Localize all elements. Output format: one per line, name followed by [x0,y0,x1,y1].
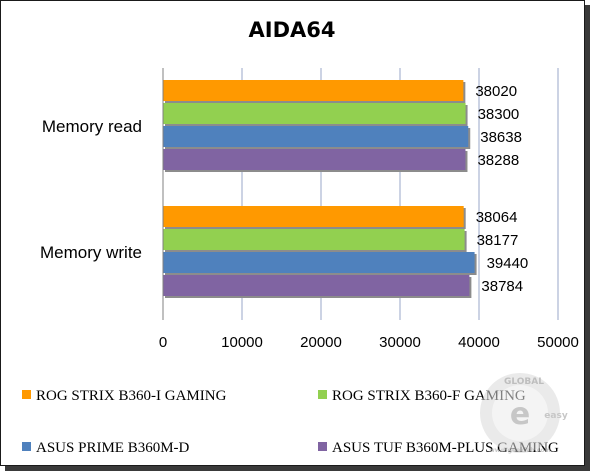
bar [163,275,470,296]
chart-title: AIDA64 [249,18,336,42]
category-label-memory-write: Memory write [40,243,142,262]
data-label: 38288 [477,152,519,169]
x-tick-label: 10000 [221,334,263,351]
legend-label: ROG STRIX B360-F GAMING [332,388,526,404]
legend-swatch [318,442,327,451]
legend: ROG STRIX B360-I GAMING ROG STRIX B360-F … [22,388,559,456]
legend-swatch [22,442,31,451]
bar [163,126,469,147]
bar [163,206,464,227]
x-tick-label: 40000 [458,334,500,351]
category-label-memory-read: Memory read [42,117,142,136]
legend-label: ASUS PRIME B360M-D [36,440,190,456]
data-label: 39440 [487,255,529,272]
bar [163,229,465,250]
data-label: 38064 [476,209,518,226]
bar [163,103,466,124]
legend-label: ROG STRIX B360-I GAMING [36,388,227,404]
x-tick-label: 20000 [300,334,342,351]
watermark-text-top: GLOBAL [504,377,544,387]
legend-swatch [22,390,31,399]
bars [163,80,477,298]
data-label: 38638 [480,129,522,146]
x-tick-labels: 0 10000 20000 30000 40000 50000 [159,334,579,351]
data-label: 38177 [477,232,519,249]
data-label: 38784 [481,278,523,295]
legend-swatch [318,390,327,399]
bar [163,252,475,273]
watermark-logo-glyph: e [510,397,530,432]
x-tick-label: 50000 [537,334,579,351]
bar [163,149,466,170]
x-tick-label: 30000 [379,334,421,351]
watermark-logo: GLOBAL e www.geeklab.com easy [480,373,568,454]
x-tick-label: 0 [159,334,167,351]
value-labels: 38020 38300 38638 38288 38064 38177 39440 38784 [475,83,528,295]
data-label: 38300 [478,106,520,123]
watermark-text-side: easy [544,411,568,421]
watermark-text-bottom: www.geeklab.com [489,447,551,454]
data-label: 38020 [475,83,517,100]
bar [163,80,464,101]
